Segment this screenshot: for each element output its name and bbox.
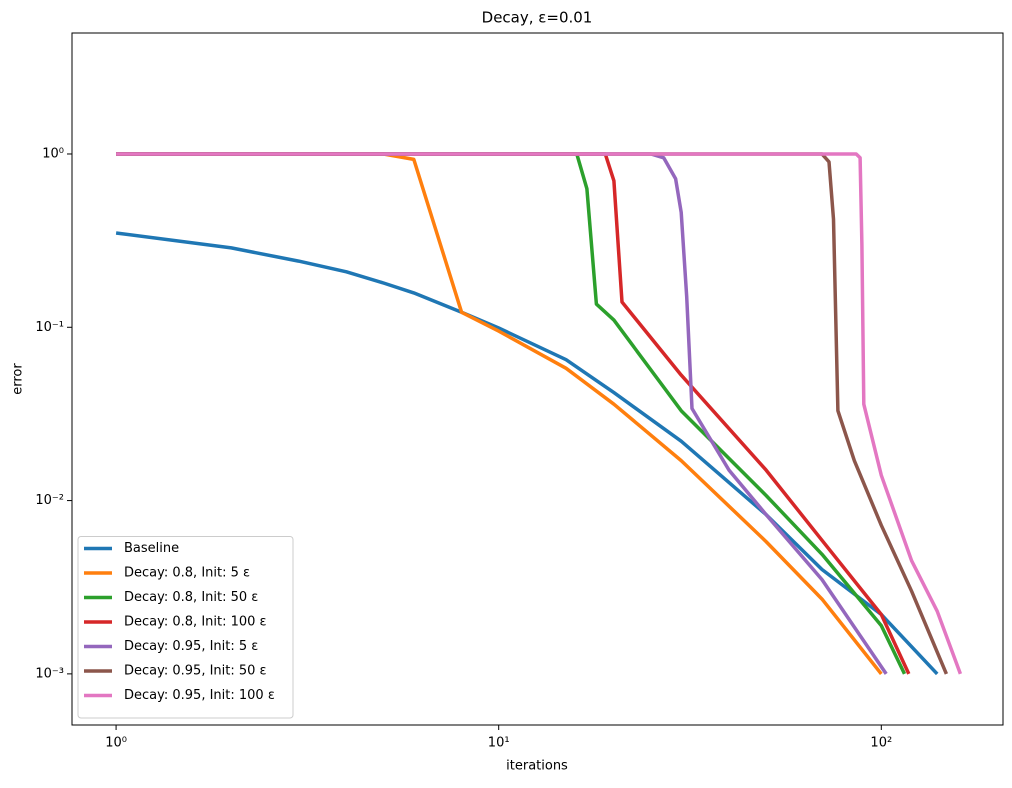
chart-title: Decay, ε=0.01 <box>482 9 593 27</box>
y-tick-label: 10⁻¹ <box>35 320 64 335</box>
series-line <box>116 152 883 675</box>
series-line <box>116 152 963 675</box>
y-tick-label: 10⁰ <box>42 146 64 161</box>
series-line <box>116 152 911 675</box>
legend-box <box>77 536 294 719</box>
legend-label: Decay: 0.8, Init: 50 ε <box>124 590 258 605</box>
y-axis-label: error <box>11 363 26 395</box>
legend-label: Decay: 0.95, Init: 100 ε <box>124 688 275 703</box>
legend-label: Baseline <box>124 541 179 556</box>
x-tick-label: 10¹ <box>488 736 510 751</box>
y-tick-label: 10⁻² <box>35 493 64 508</box>
y-tick-label: 10⁻³ <box>35 666 64 681</box>
legend-label: Decay: 0.8, Init: 5 ε <box>124 566 250 581</box>
x-tick-label: 10⁰ <box>105 736 127 751</box>
legend-label: Decay: 0.95, Init: 5 ε <box>124 639 258 654</box>
series-line <box>115 231 939 676</box>
x-axis-label: iterations <box>506 759 568 774</box>
series-line <box>116 152 949 675</box>
series-line <box>116 152 907 675</box>
legend-label: Decay: 0.8, Init: 100 ε <box>124 615 267 630</box>
plot-lines <box>115 152 963 676</box>
legend-label: Decay: 0.95, Init: 50 ε <box>124 664 267 679</box>
plot-frame <box>71 32 1004 726</box>
series-line <box>116 152 888 675</box>
x-tick-label: 10² <box>870 736 892 751</box>
